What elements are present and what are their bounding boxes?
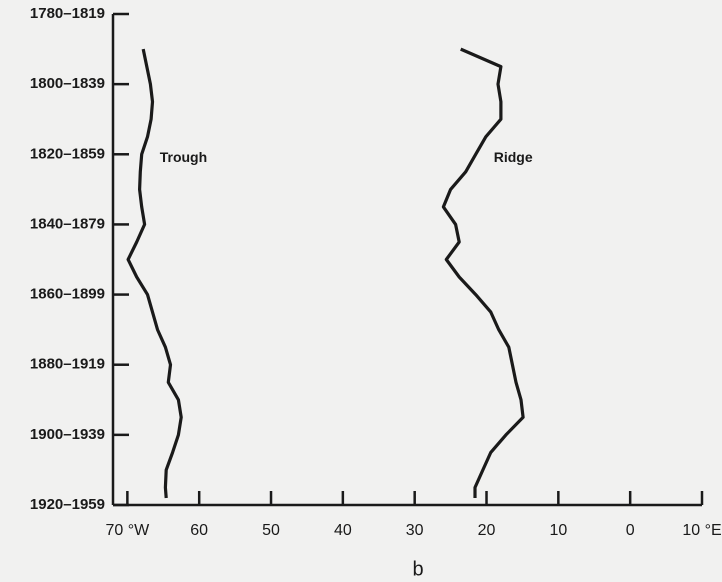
x-tick-label: 70 °W xyxy=(105,522,150,539)
y-tick-label: 1840–1879 xyxy=(30,215,105,232)
x-tick-label: 10 xyxy=(549,522,567,539)
series-line xyxy=(441,47,525,498)
y-tick-label: 1800–1839 xyxy=(30,75,105,92)
x-tick-label: 0 xyxy=(626,522,635,539)
subtitle: b xyxy=(412,558,423,580)
series-label: Trough xyxy=(160,149,207,165)
y-tick-label: 1900–1939 xyxy=(30,426,105,443)
series-line xyxy=(126,48,183,499)
x-tick-label: 10 °E xyxy=(682,522,721,539)
y-tick-label: 1920–1959 xyxy=(30,496,105,513)
x-tick-label: 20 xyxy=(478,522,496,539)
x-tick-label: 60 xyxy=(190,522,208,539)
y-tick-label: 1880–1919 xyxy=(30,356,105,373)
x-tick-label: 30 xyxy=(406,522,424,539)
y-tick-label: 1860–1899 xyxy=(30,286,105,303)
y-tick-label: 1780–1819 xyxy=(30,5,105,22)
x-tick-label: 40 xyxy=(334,522,352,539)
series-label: Ridge xyxy=(494,149,533,165)
y-tick-label: 1820–1859 xyxy=(30,145,105,162)
x-tick-label: 50 xyxy=(262,522,280,539)
